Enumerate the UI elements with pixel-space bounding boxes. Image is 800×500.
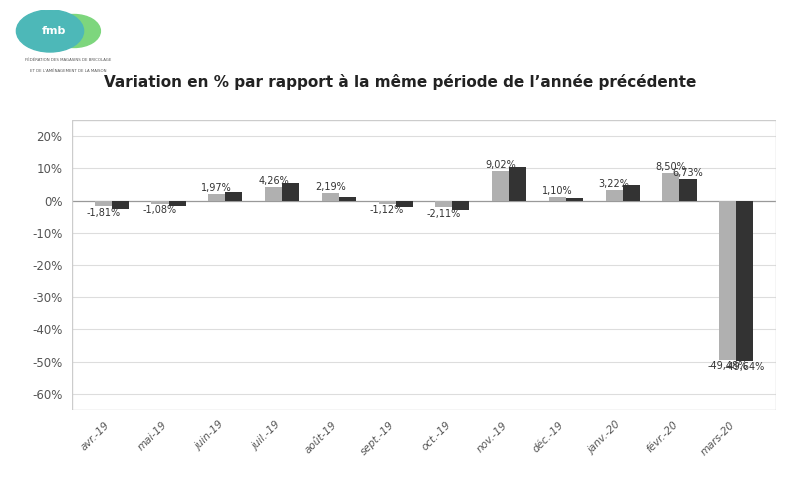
Text: -1,08%: -1,08% bbox=[143, 206, 177, 216]
Bar bbox=[322, 194, 339, 200]
Text: -1,12%: -1,12% bbox=[370, 206, 404, 216]
Text: 6,73%: 6,73% bbox=[673, 168, 703, 177]
Text: -1,81%: -1,81% bbox=[86, 208, 120, 218]
Bar bbox=[549, 197, 566, 200]
Bar bbox=[492, 172, 509, 200]
Text: 3,22%: 3,22% bbox=[598, 179, 630, 189]
Bar bbox=[606, 190, 622, 200]
Bar bbox=[282, 183, 299, 200]
Bar bbox=[151, 200, 169, 204]
Bar bbox=[622, 185, 640, 200]
Text: ET DE L'AMÉNAGEMENT DE LA MAISON: ET DE L'AMÉNAGEMENT DE LA MAISON bbox=[30, 68, 106, 72]
Bar bbox=[94, 200, 112, 206]
Bar bbox=[736, 200, 754, 360]
Bar bbox=[662, 173, 679, 201]
Bar bbox=[112, 200, 129, 208]
Bar bbox=[169, 200, 186, 206]
Bar bbox=[566, 198, 583, 200]
Text: 2,19%: 2,19% bbox=[315, 182, 346, 192]
Bar bbox=[396, 200, 413, 207]
Text: 9,02%: 9,02% bbox=[486, 160, 516, 170]
Bar bbox=[509, 166, 526, 200]
Text: -49,48%: -49,48% bbox=[708, 362, 748, 372]
Text: 4,26%: 4,26% bbox=[258, 176, 289, 186]
Bar bbox=[378, 200, 396, 204]
Bar bbox=[72, 120, 776, 410]
Bar bbox=[339, 196, 356, 200]
Bar bbox=[208, 194, 226, 200]
Bar bbox=[265, 187, 282, 200]
Text: -2,11%: -2,11% bbox=[426, 208, 461, 218]
Text: FÉDÉRATION DES MAGASINS DE BRICOLAGE: FÉDÉRATION DES MAGASINS DE BRICOLAGE bbox=[25, 58, 111, 62]
Circle shape bbox=[48, 14, 101, 48]
Text: 8,50%: 8,50% bbox=[655, 162, 686, 172]
Bar bbox=[452, 200, 470, 210]
Bar bbox=[719, 200, 736, 360]
Bar bbox=[226, 192, 242, 200]
Text: fmb: fmb bbox=[42, 26, 66, 36]
Text: 1,97%: 1,97% bbox=[202, 183, 232, 193]
Text: 1,10%: 1,10% bbox=[542, 186, 573, 196]
Bar bbox=[435, 200, 452, 207]
Text: -49,64%: -49,64% bbox=[725, 362, 765, 372]
Text: Variation en % par rapport à la même période de l’année précédente: Variation en % par rapport à la même pér… bbox=[104, 74, 696, 90]
Bar bbox=[679, 179, 697, 201]
Circle shape bbox=[16, 10, 83, 52]
